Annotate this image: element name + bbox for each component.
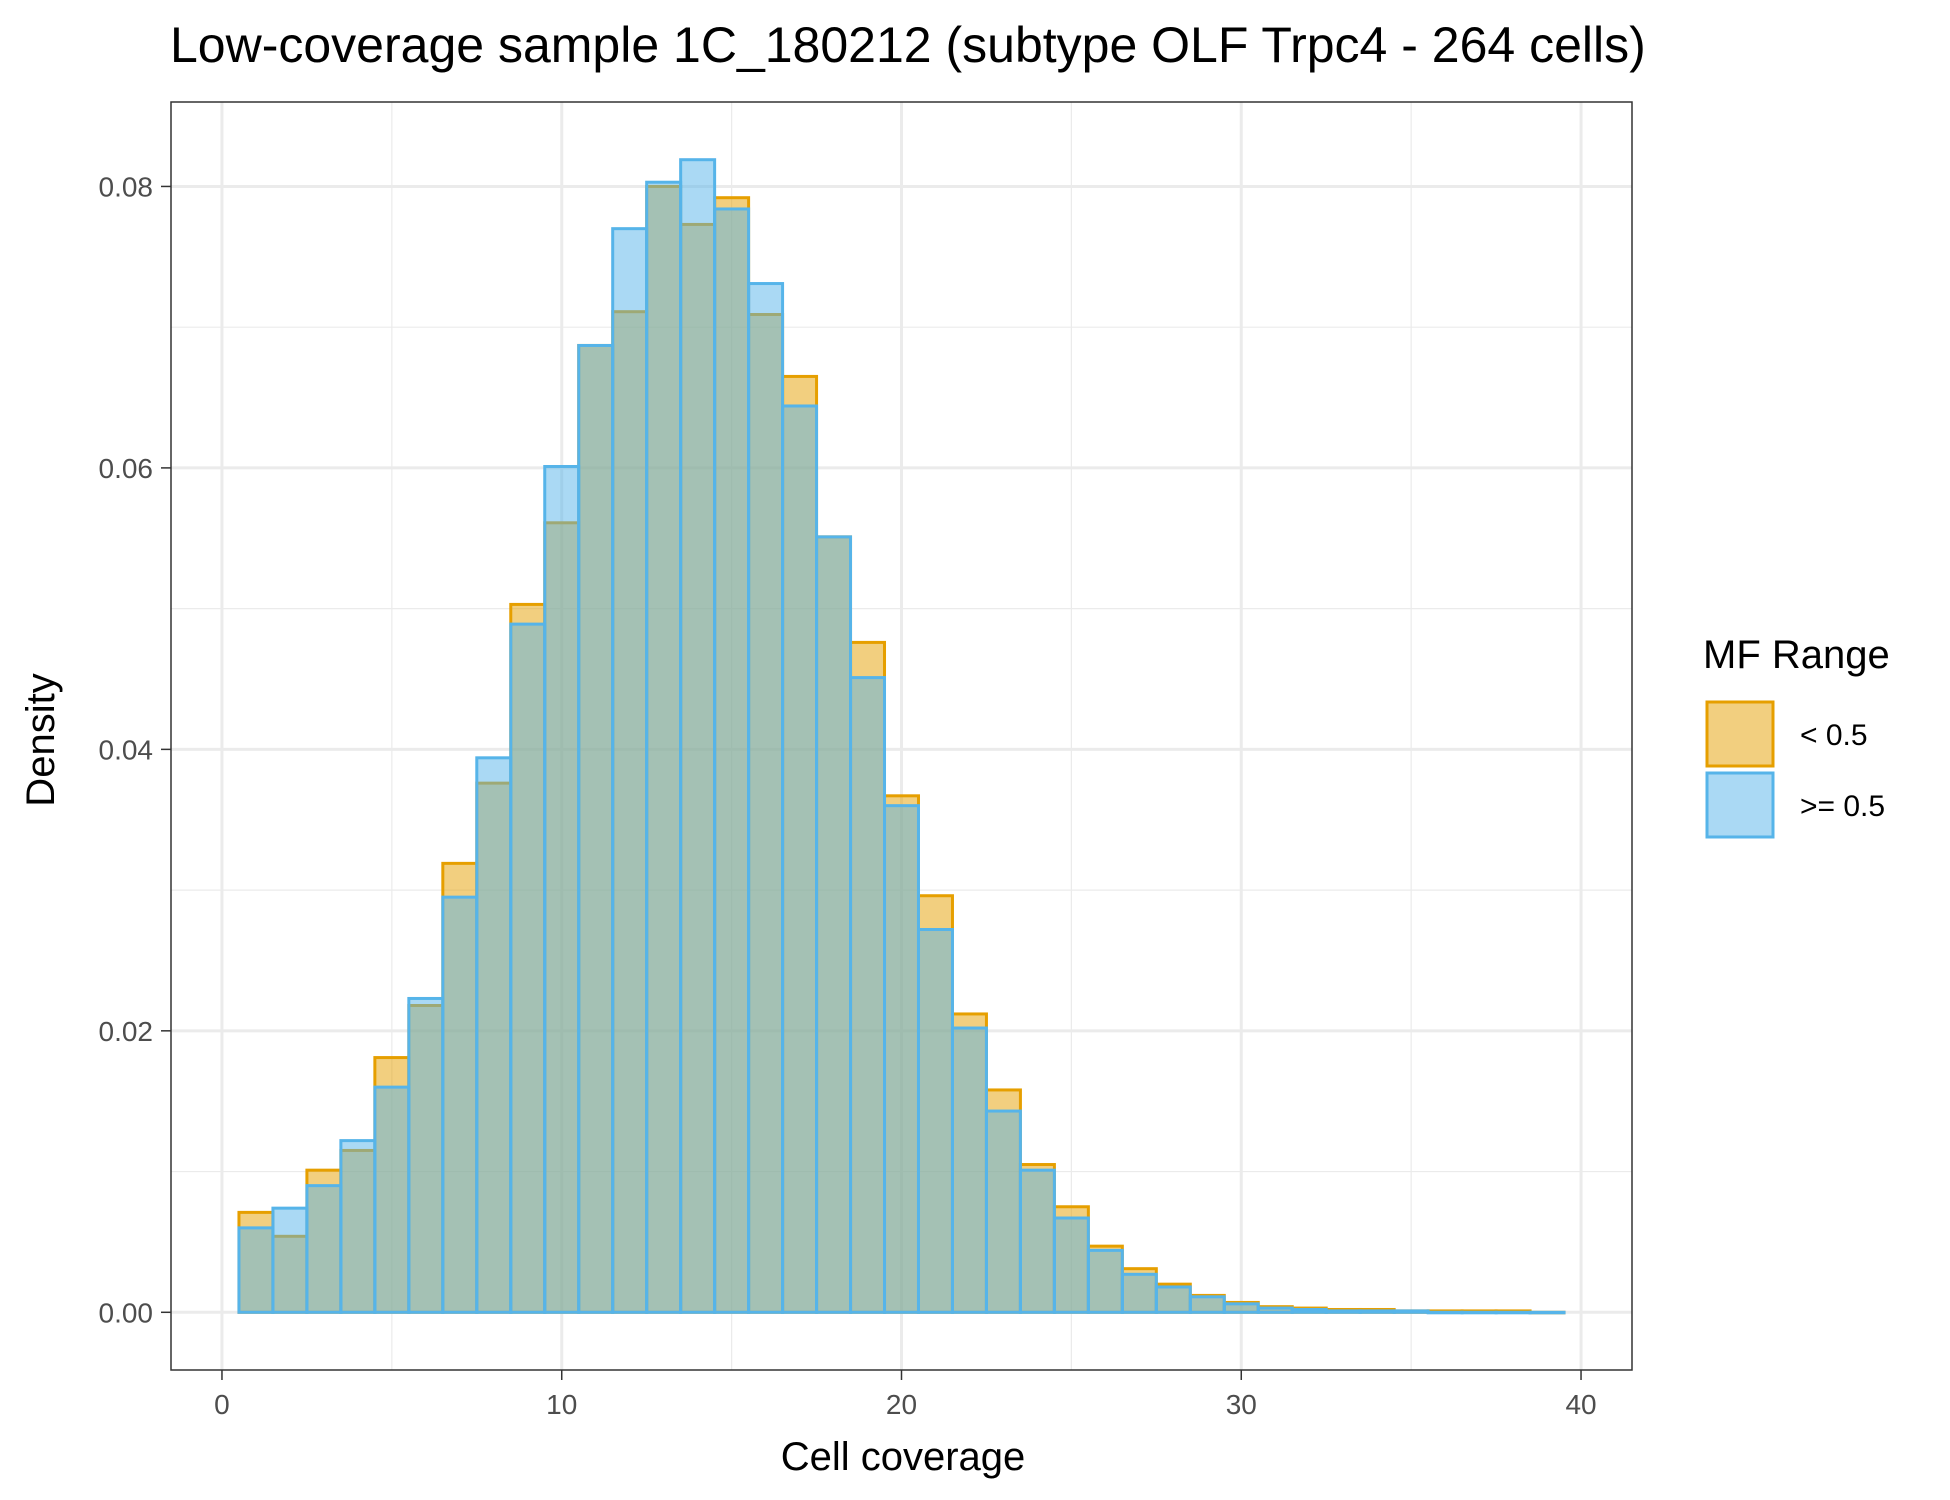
histogram-bar — [1018, 1168, 1056, 1314]
series-ge-0.5-bars — [237, 158, 1566, 1315]
histogram-bar — [543, 464, 581, 1314]
legend-key-lt-0.5 — [1705, 700, 1775, 768]
histogram-bar — [1494, 1310, 1532, 1315]
legend-label-ge-0.5: >= 0.5 — [1800, 790, 1885, 823]
plot-panel — [170, 101, 1633, 1371]
histogram-bar — [679, 158, 717, 1314]
histogram-bar — [713, 207, 751, 1314]
y-tick-label: 0.06 — [99, 453, 154, 484]
histogram-bar — [645, 180, 683, 1314]
histogram-bar — [509, 622, 547, 1314]
histogram-bar — [373, 1085, 411, 1314]
histogram-bar — [1290, 1307, 1328, 1314]
histogram-bar — [1154, 1285, 1192, 1314]
x-axis: 0 10 20 30 40 — [214, 1370, 1597, 1420]
legend-key-ge-0.5 — [1705, 771, 1775, 839]
histogram-bar — [849, 676, 887, 1314]
legend-title: MF Range — [1703, 633, 1890, 677]
histogram-bar — [1086, 1248, 1124, 1314]
legend: MF Range < 0.5 >= 0.5 — [1703, 633, 1890, 839]
histogram-bar — [781, 404, 819, 1314]
x-tick-label: 0 — [214, 1389, 230, 1420]
histogram-bar — [441, 895, 479, 1314]
y-tick-label: 0.04 — [99, 734, 154, 765]
histogram-bar — [815, 535, 853, 1314]
histogram-bar — [407, 996, 445, 1314]
histogram-bar — [1528, 1310, 1566, 1315]
histogram-bar — [1052, 1216, 1090, 1314]
histogram-bar — [1460, 1310, 1498, 1315]
x-axis-title: Cell coverage — [781, 1435, 1026, 1479]
histogram-bar — [271, 1206, 309, 1314]
histogram-bar — [305, 1184, 343, 1314]
histogram-bar — [577, 343, 615, 1314]
y-tick-label: 0.00 — [99, 1297, 154, 1328]
histogram-bar — [1222, 1302, 1260, 1314]
histogram-bar — [1392, 1309, 1430, 1314]
y-tick-label: 0.02 — [99, 1016, 154, 1047]
chart-title: Low-coverage sample 1C_180212 (subtype O… — [170, 17, 1646, 73]
legend-label-lt-0.5: < 0.5 — [1800, 719, 1868, 752]
histogram-bar — [984, 1109, 1022, 1314]
y-tick-label: 0.08 — [99, 171, 154, 202]
y-axis-title: Density — [19, 673, 63, 806]
histogram-bar — [611, 227, 649, 1314]
x-tick-label: 40 — [1565, 1389, 1596, 1420]
y-axis: 0.00 0.02 0.04 0.06 0.08 — [99, 171, 171, 1328]
x-tick-label: 30 — [1226, 1389, 1257, 1420]
x-tick-label: 10 — [546, 1389, 577, 1420]
histogram-bar — [475, 756, 513, 1314]
histogram-bar — [747, 282, 785, 1314]
histogram-bar — [339, 1139, 377, 1314]
histogram-bar — [1120, 1272, 1158, 1314]
histogram-bar — [883, 804, 920, 1314]
histogram-bar — [916, 928, 954, 1314]
histogram-bar — [1188, 1295, 1226, 1314]
histogram-bar — [1426, 1310, 1464, 1315]
histogram-bar — [1256, 1306, 1294, 1314]
x-tick-label: 20 — [886, 1389, 917, 1420]
histogram-bar — [950, 1026, 988, 1314]
histogram-bar — [1324, 1309, 1362, 1314]
histogram-bar — [1358, 1309, 1396, 1314]
histogram-bar — [237, 1226, 275, 1314]
